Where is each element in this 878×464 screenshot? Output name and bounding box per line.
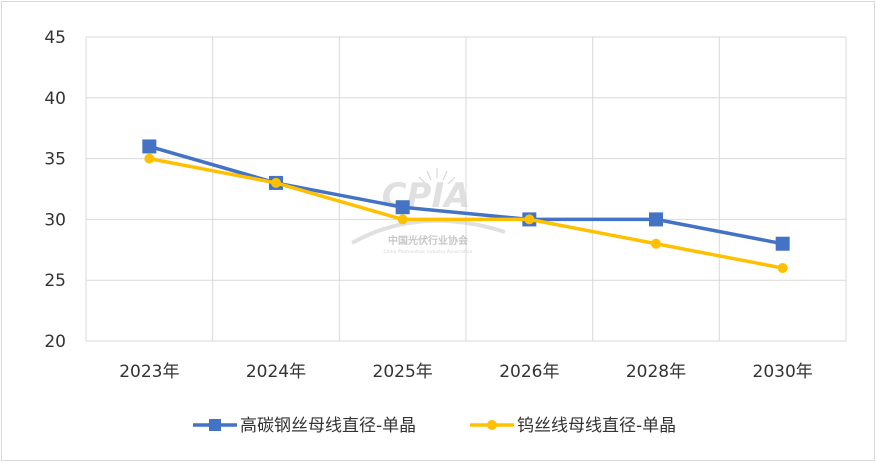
legend: 高碳钢丝母线直径-单晶 钨丝线母线直径-单晶 — [193, 416, 676, 436]
series-1 — [144, 153, 788, 274]
watermark-name-en: China Photovoltaic Industry Association — [383, 249, 472, 255]
y-tick-label: 35 — [44, 150, 66, 170]
x-axis-tick-labels: 2023年 2024年 2025年 2026年 2028年 2030年 — [119, 362, 813, 382]
series-line — [148, 144, 783, 246]
data-point-circle — [144, 153, 155, 164]
series-line — [149, 156, 783, 270]
data-point-circle — [524, 214, 535, 225]
watermark-swoosh — [351, 218, 506, 245]
data-point-circle — [271, 177, 281, 188]
x-tick-label: 2025年 — [373, 362, 433, 382]
x-tick-label: 2023年 — [119, 362, 179, 382]
x-tick-label: 2030年 — [753, 362, 813, 382]
y-axis-tick-labels: 20 25 30 35 40 45 — [44, 28, 66, 352]
y-tick-label: 25 — [44, 271, 66, 291]
series-0 — [142, 139, 790, 251]
legend-marker-circle — [487, 420, 497, 430]
y-tick-label: 45 — [44, 28, 66, 48]
data-point-circle — [651, 238, 661, 249]
data-point-circle — [777, 263, 788, 274]
x-tick-label: 2026年 — [499, 362, 559, 382]
legend-marker-square — [209, 419, 221, 431]
grid-lines — [85, 36, 847, 342]
data-point-square — [649, 212, 663, 227]
legend-item-tungsten: 钨丝线母线直径-单晶 — [470, 416, 676, 436]
legend-label-tungsten: 钨丝线母线直径-单晶 — [517, 416, 676, 436]
legend-label-carbon-steel: 高碳钢丝母线直径-单晶 — [240, 416, 416, 436]
watermark-name-cn: 中国光伏行业协会 — [388, 234, 468, 247]
y-tick-label: 20 — [44, 332, 66, 352]
data-point-square — [395, 200, 410, 215]
x-tick-label: 2024年 — [246, 362, 306, 382]
legend-item-carbon-steel: 高碳钢丝母线直径-单晶 — [193, 416, 416, 436]
data-series — [142, 139, 790, 274]
data-point-circle — [397, 214, 408, 225]
x-tick-label: 2028年 — [626, 362, 686, 382]
data-point-square — [775, 236, 790, 251]
sun-rays-icon — [418, 168, 456, 185]
y-tick-label: 30 — [44, 210, 66, 230]
data-point-square — [142, 139, 157, 154]
y-tick-label: 40 — [44, 89, 66, 109]
